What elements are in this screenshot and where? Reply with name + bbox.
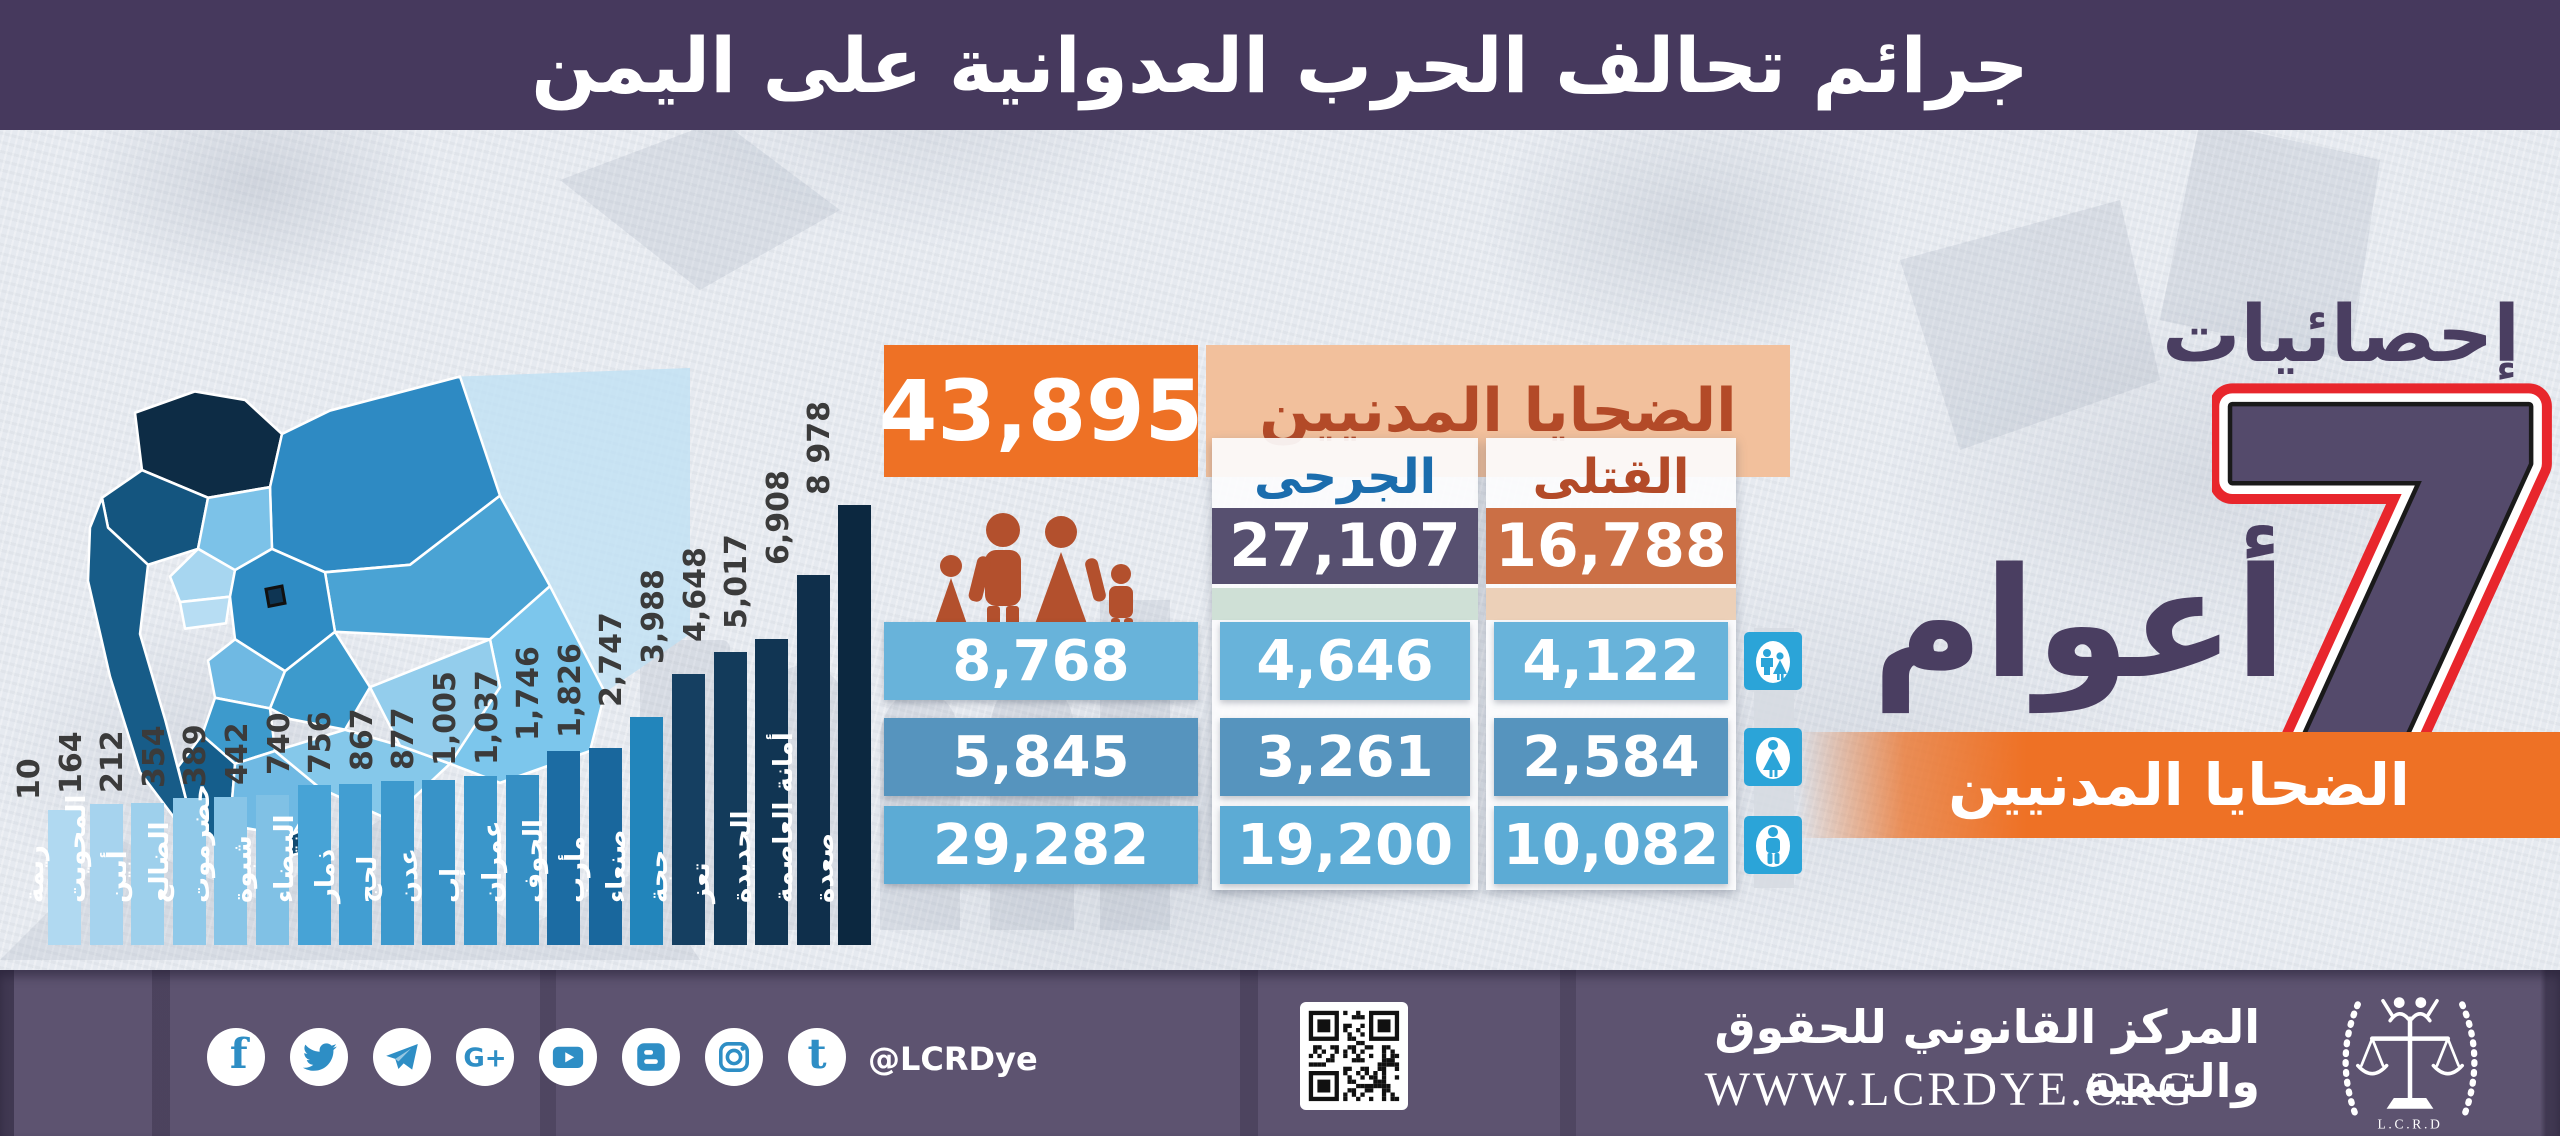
map-region-raymah (178, 595, 232, 630)
row-children-total: 8,768 (884, 622, 1198, 700)
killed-total-box: 16,788 (1486, 508, 1736, 584)
civilian-victims-label: الضحايا المدنيين (1259, 376, 1737, 446)
killed-header: القتلى (1486, 446, 1736, 508)
social-handle[interactable]: @LCRDye (868, 1040, 1038, 1078)
svg-text:t: t (807, 1035, 826, 1078)
org-website[interactable]: WWW.LCRDYE.ORG (1704, 1063, 2196, 1116)
tumblr-icon[interactable]: t (788, 1028, 846, 1086)
years-label: أعوام (1872, 535, 2287, 712)
map-region-desert-ne (460, 368, 690, 693)
ribbon-label: الضحايا المدنيين (1948, 751, 2410, 819)
telegram-icon[interactable] (373, 1028, 431, 1086)
twitter-icon[interactable] (290, 1028, 348, 1086)
svg-text:G+: G+ (463, 1044, 506, 1074)
org-name: المركز القانوني للحقوق والتنمية (1714, 1000, 2260, 1108)
page-title: جرائم تحالف الحرب العدوانية على اليمن (531, 20, 2029, 110)
map-region-amanat (264, 584, 287, 609)
map-region-shabwah (368, 637, 502, 766)
row-men-wounded: 19,200 (1220, 806, 1470, 884)
qr-code (1300, 1002, 1408, 1110)
row-children-killed: 4,122 (1494, 622, 1728, 700)
logo-caption: L.C.R.D (2377, 1117, 2442, 1132)
killed-total-value: 16,788 (1495, 511, 1727, 581)
footer-bar (0, 970, 2560, 1136)
yemen-map (86, 368, 690, 857)
man-icon (1744, 816, 1802, 874)
wounded-tint-strip (1212, 588, 1478, 620)
killed-header-label: القتلى (1532, 449, 1690, 505)
statistics-label: إحصائيات (2162, 290, 2520, 380)
facebook-icon[interactable]: f (207, 1028, 265, 1086)
civilian-victims-ribbon: الضحايا المدنيين (1798, 732, 2560, 838)
google-plus-icon[interactable]: G+ (456, 1028, 514, 1086)
row-women-killed: 2,584 (1494, 718, 1728, 796)
killed-tint-strip (1486, 588, 1736, 620)
youtube-icon[interactable] (539, 1028, 597, 1086)
svg-text:f: f (230, 1035, 250, 1078)
title-band: جرائم تحالف الحرب العدوانية على اليمن (0, 0, 2560, 130)
woman-icon (1744, 728, 1802, 786)
children-icon (1744, 632, 1802, 690)
instagram-icon[interactable] (705, 1028, 763, 1086)
wounded-total-value: 27,107 (1229, 511, 1461, 581)
lcrd-logo: L.C.R.D (2342, 997, 2478, 1132)
row-men-killed: 10,082 (1494, 806, 1728, 884)
row-men-total: 29,282 (884, 806, 1198, 884)
row-women-total: 5,845 (884, 718, 1198, 796)
wounded-header-label: الجرحى (1253, 449, 1437, 505)
wounded-total-box: 27,107 (1212, 508, 1478, 584)
total-victims-value: 43,895 (878, 362, 1204, 460)
wounded-header: الجرحى (1212, 446, 1478, 508)
total-victims-box: 43,895 (879, 345, 1203, 477)
blogger-icon[interactable] (622, 1028, 680, 1086)
row-children-wounded: 4,646 (1220, 622, 1470, 700)
row-women-wounded: 3,261 (1220, 718, 1470, 796)
